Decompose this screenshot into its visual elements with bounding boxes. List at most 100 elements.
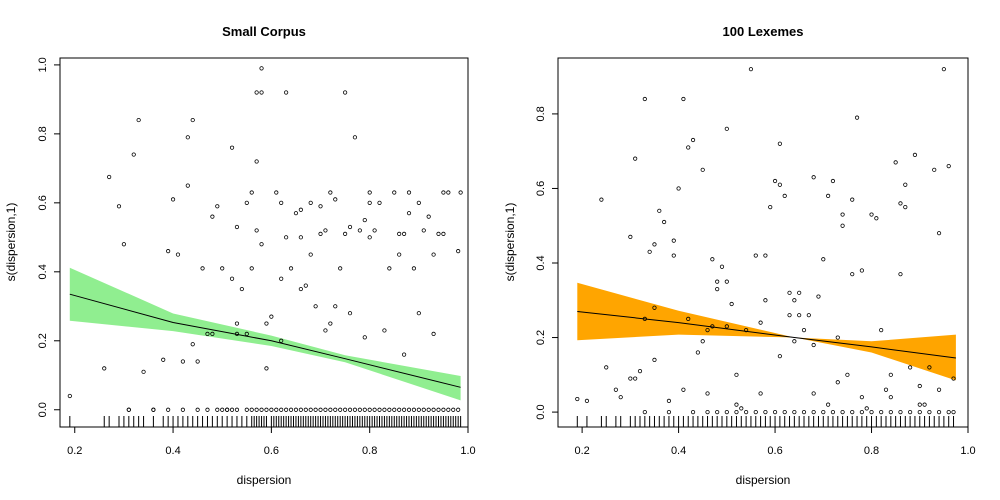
data-point — [121, 242, 127, 247]
y-tick-label: 0.4 — [535, 255, 547, 270]
data-point — [303, 407, 308, 412]
data-point — [772, 409, 778, 415]
data-point — [690, 409, 696, 415]
data-point — [797, 313, 802, 318]
data-point — [811, 391, 816, 396]
confidence-band-area — [577, 282, 956, 381]
data-point — [936, 387, 942, 392]
data-point — [269, 407, 274, 412]
data-point — [840, 212, 845, 217]
data-point — [328, 407, 333, 412]
data-point — [367, 190, 372, 195]
data-point — [946, 409, 951, 415]
data-point — [850, 197, 855, 202]
data-point — [249, 190, 254, 195]
data-point — [259, 242, 264, 247]
x-tick-label: 0.2 — [67, 445, 82, 457]
x-tick-label: 0.2 — [574, 445, 589, 457]
data-point — [816, 294, 821, 299]
data-point — [446, 190, 451, 195]
x-tick-label: 0.8 — [362, 445, 377, 457]
data-point — [401, 352, 407, 357]
data-point — [264, 407, 269, 412]
data-point — [426, 407, 431, 412]
data-point — [421, 407, 426, 412]
data-point — [917, 409, 922, 415]
data-point — [298, 207, 303, 212]
data-point — [652, 242, 657, 247]
data-point — [367, 407, 372, 412]
data-point — [185, 135, 190, 140]
x-axis-label: dispersion — [237, 473, 292, 487]
data-point — [264, 321, 269, 326]
data-point — [67, 393, 72, 399]
data-point — [724, 409, 729, 415]
data-point — [382, 328, 387, 333]
data-point — [185, 183, 190, 188]
data-point — [328, 321, 333, 326]
data-point — [195, 359, 200, 364]
data-point — [284, 407, 289, 412]
data-point — [908, 409, 913, 415]
data-point — [936, 409, 942, 415]
zero-points — [642, 409, 956, 415]
x-tick-label: 0.6 — [264, 445, 279, 457]
y-tick-label: 0.6 — [535, 181, 547, 196]
data-point — [436, 231, 441, 236]
data-point — [269, 314, 274, 319]
data-point — [739, 406, 744, 411]
data-point — [584, 398, 590, 404]
data-point — [244, 331, 249, 336]
data-point — [333, 197, 338, 202]
data-point — [102, 366, 107, 371]
data-point — [180, 407, 185, 412]
data-point — [318, 231, 323, 236]
data-point — [411, 266, 417, 271]
data-point — [792, 409, 797, 415]
data-point — [633, 376, 638, 381]
x-tick-label: 0.4 — [671, 445, 686, 457]
y-tick-label: 0.8 — [535, 106, 547, 121]
data-point — [352, 135, 358, 140]
data-point — [642, 96, 647, 102]
data-point — [446, 407, 451, 412]
data-point — [431, 252, 436, 257]
data-point — [441, 407, 446, 412]
data-point — [107, 174, 112, 180]
x-tick-label: 0.4 — [165, 445, 180, 457]
data-point — [264, 366, 269, 371]
data-point — [898, 409, 903, 415]
data-point — [229, 276, 235, 281]
data-point — [293, 211, 299, 216]
y-tick-label: 1.0 — [37, 57, 49, 72]
data-point — [715, 286, 720, 292]
data-point — [763, 409, 768, 415]
data-point — [323, 407, 328, 412]
data-point — [347, 311, 353, 316]
data-point — [628, 234, 633, 240]
data-point — [898, 272, 903, 277]
data-point — [254, 228, 259, 233]
fit-line — [577, 311, 956, 359]
data-point — [681, 387, 686, 392]
y-tick-label: 0.2 — [535, 330, 547, 345]
data-point — [917, 402, 922, 407]
data-point — [792, 339, 797, 344]
data-point — [136, 117, 141, 123]
plot-frame — [557, 57, 969, 428]
data-point — [642, 409, 647, 415]
data-point — [397, 407, 402, 412]
data-point — [671, 253, 676, 258]
confidence-band-area — [69, 267, 461, 401]
data-point — [372, 228, 377, 233]
data-point — [811, 175, 816, 180]
data-point — [259, 407, 264, 412]
data-point — [377, 407, 382, 412]
data-point — [830, 178, 836, 184]
data-point — [637, 368, 643, 374]
chart-title: Small Corpus — [222, 24, 306, 39]
data-point — [456, 249, 461, 254]
data-point — [401, 231, 407, 236]
data-point — [879, 409, 884, 415]
data-point — [244, 407, 249, 412]
